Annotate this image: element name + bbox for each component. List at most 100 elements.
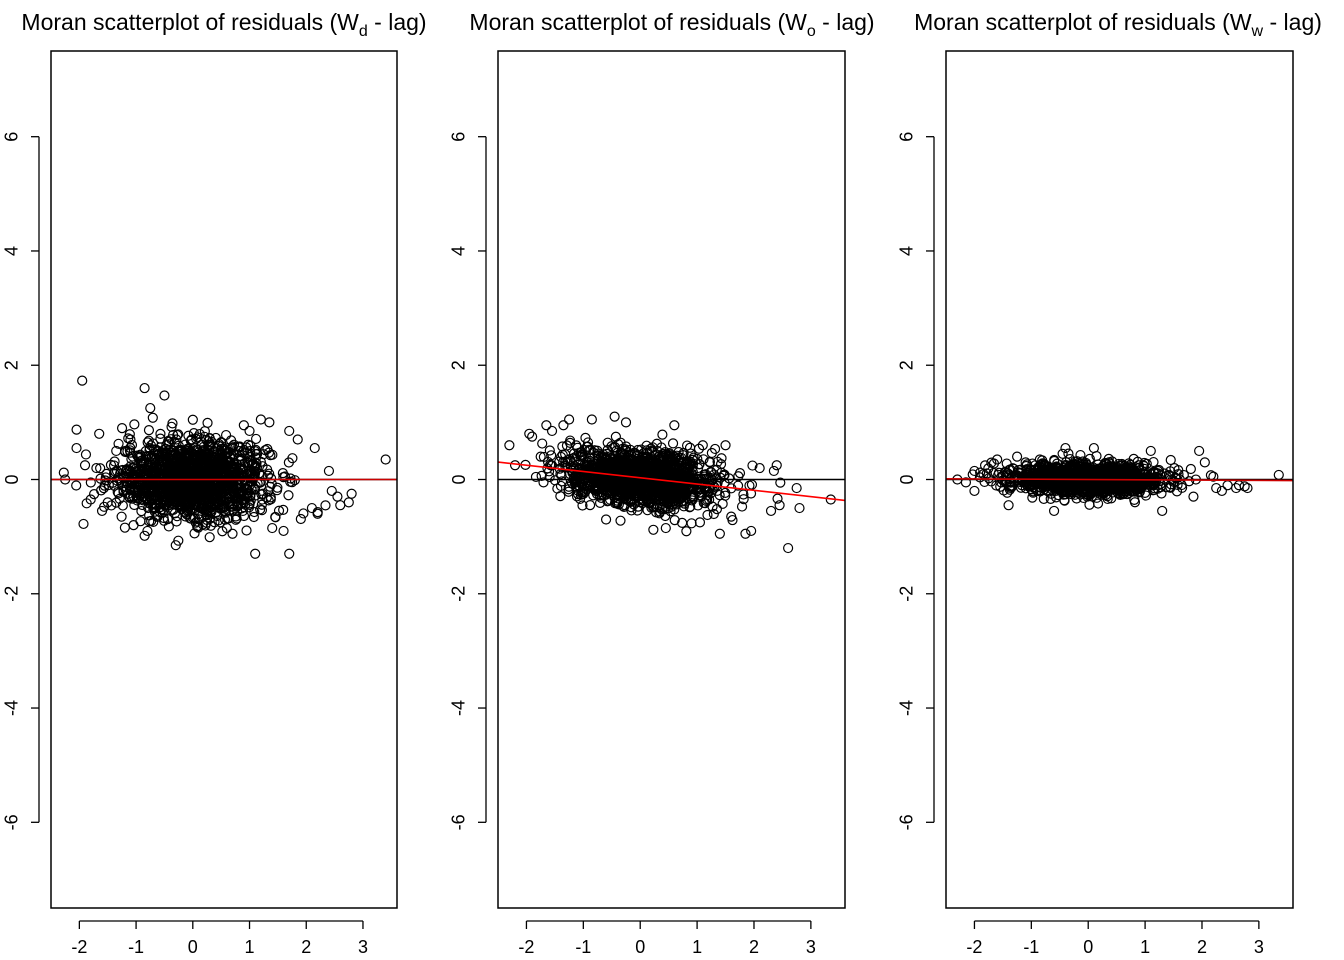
data-point xyxy=(165,466,176,477)
data-point xyxy=(613,439,624,450)
data-point xyxy=(140,446,151,457)
data-point xyxy=(312,508,323,519)
data-point xyxy=(754,462,765,474)
data-point xyxy=(180,507,191,518)
data-point xyxy=(1004,484,1015,495)
data-point xyxy=(113,438,124,449)
data-point xyxy=(1208,471,1219,482)
data-point xyxy=(207,498,219,510)
data-point xyxy=(220,486,231,497)
data-point xyxy=(221,522,232,534)
data-point xyxy=(594,497,606,508)
data-point xyxy=(600,514,612,525)
data-point xyxy=(1084,453,1095,465)
data-point xyxy=(1021,459,1033,470)
data-point xyxy=(574,493,586,505)
data-point xyxy=(187,491,198,502)
data-point xyxy=(95,463,106,474)
y-tick-label: -4 xyxy=(2,700,22,716)
data-point xyxy=(125,442,136,453)
data-point xyxy=(262,464,273,475)
data-point xyxy=(602,471,614,482)
data-point xyxy=(1049,480,1060,491)
data-point xyxy=(129,419,140,430)
data-point xyxy=(105,459,117,470)
data-point xyxy=(264,417,275,428)
data-point xyxy=(687,484,698,495)
data-point xyxy=(692,500,704,511)
data-point xyxy=(1170,472,1181,483)
data-point xyxy=(202,417,213,428)
data-point xyxy=(654,506,666,517)
x-tick-label: -1 xyxy=(128,937,144,957)
data-point xyxy=(143,476,154,487)
data-point xyxy=(230,514,241,525)
data-point xyxy=(613,499,624,510)
data-point xyxy=(669,420,680,431)
data-point xyxy=(524,428,535,439)
data-point xyxy=(199,505,210,516)
data-point xyxy=(557,441,568,452)
data-point xyxy=(686,495,698,506)
data-point xyxy=(139,382,150,394)
x-tick-label: 0 xyxy=(188,937,198,957)
data-point xyxy=(670,462,681,473)
data-point xyxy=(599,458,611,469)
data-point xyxy=(701,485,712,496)
data-point xyxy=(79,460,91,471)
data-point xyxy=(1078,492,1089,504)
data-point xyxy=(124,429,135,440)
data-point xyxy=(267,449,278,460)
y-tick-label: 6 xyxy=(449,132,469,142)
data-point xyxy=(969,485,980,497)
data-point xyxy=(148,453,159,465)
data-point xyxy=(541,420,552,431)
data-point xyxy=(189,528,200,539)
data-point xyxy=(124,465,135,476)
data-point xyxy=(738,494,749,505)
data-point xyxy=(1057,448,1068,459)
data-point xyxy=(216,488,228,499)
data-point xyxy=(198,453,209,464)
data-point xyxy=(660,447,671,458)
data-point xyxy=(672,488,683,499)
data-point xyxy=(1020,457,1031,468)
panel-ww: Moran scatterplot of residuals (Ww - lag… xyxy=(897,9,1322,957)
data-point xyxy=(109,456,120,467)
data-point xyxy=(153,486,164,497)
data-point xyxy=(1048,505,1060,517)
x-tick-label: 1 xyxy=(692,937,702,957)
panel-wo: Moran scatterplot of residuals (Wo - lag… xyxy=(449,9,875,957)
data-point xyxy=(986,476,997,487)
data-point xyxy=(615,515,626,526)
data-point xyxy=(241,485,253,496)
data-point xyxy=(265,473,277,484)
data-point xyxy=(205,460,216,471)
y-tick-label: 0 xyxy=(2,474,22,484)
data-point xyxy=(245,440,256,451)
data-point xyxy=(1084,499,1095,510)
data-point xyxy=(1014,468,1025,479)
data-point xyxy=(235,459,246,470)
data-point xyxy=(114,493,125,504)
data-point xyxy=(716,467,727,478)
data-point xyxy=(143,425,155,436)
data-point xyxy=(634,460,646,472)
data-point xyxy=(1132,477,1143,488)
data-point xyxy=(136,505,147,517)
data-point xyxy=(546,450,557,461)
data-point xyxy=(192,485,203,496)
data-point xyxy=(123,433,134,444)
data-point xyxy=(736,501,748,512)
y-tick-label: 4 xyxy=(449,246,469,256)
data-point xyxy=(726,511,737,522)
data-point xyxy=(125,434,136,445)
data-point xyxy=(204,532,215,543)
data-point xyxy=(636,485,647,496)
data-point xyxy=(573,447,585,459)
data-point xyxy=(88,489,100,500)
x-tick-label: 1 xyxy=(1140,937,1150,957)
data-point xyxy=(1106,493,1117,504)
data-point xyxy=(205,440,216,451)
data-point xyxy=(1034,454,1045,465)
